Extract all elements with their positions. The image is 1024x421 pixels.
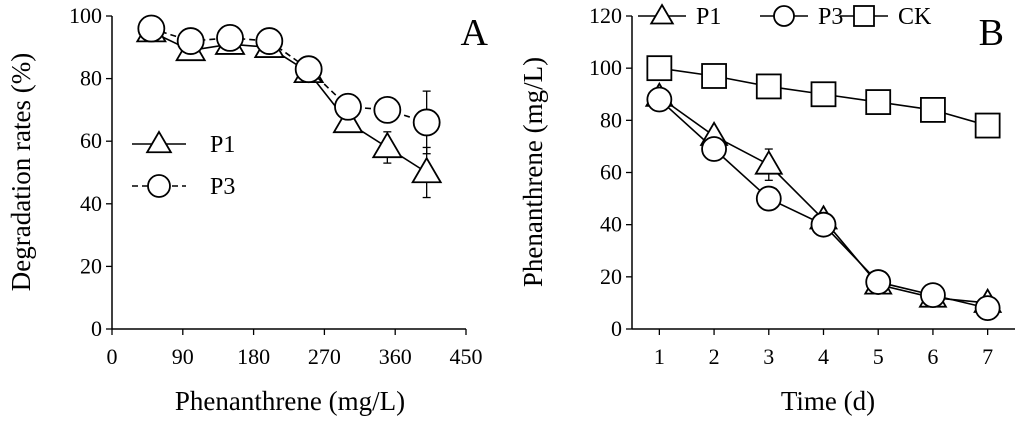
data-point: [255, 27, 284, 55]
series-p3: [137, 14, 441, 155]
data-point: [974, 112, 1001, 139]
legend-marker: [853, 5, 875, 27]
x-tick-label: 270: [308, 344, 341, 369]
y-tick-label: 0: [91, 316, 102, 341]
x-tick-label: 0: [107, 344, 118, 369]
y-tick-label: 100: [589, 55, 622, 80]
x-tick-label: 90: [172, 344, 194, 369]
x-tick-label: 360: [379, 344, 412, 369]
data-point: [176, 27, 205, 55]
y-tick-label: 80: [600, 107, 622, 132]
y-tick-label: 100: [69, 3, 102, 28]
series-p1: [644, 81, 1003, 313]
y-tick-label: 60: [600, 160, 622, 185]
x-tick-label: 4: [818, 344, 829, 369]
legend-label: P1: [210, 132, 235, 158]
data-point: [810, 211, 837, 238]
data-point: [373, 96, 402, 124]
y-tick-label: 20: [80, 253, 102, 278]
data-point: [646, 55, 673, 82]
data-point: [865, 89, 892, 115]
x-tick-label: 3: [763, 344, 774, 369]
series-line: [658, 96, 988, 304]
legend-item-p1: P1: [132, 130, 235, 158]
legend-label: CK: [898, 4, 932, 30]
data-point: [974, 295, 1001, 322]
y-tick-label: 40: [600, 212, 622, 237]
data-point: [920, 97, 946, 123]
y-tick-label: 120: [589, 3, 622, 28]
data-point: [294, 55, 323, 84]
data-point: [920, 282, 946, 308]
series-p3: [646, 86, 1001, 322]
x-tick-label: 7: [982, 344, 993, 369]
legend-item-ck: CK: [840, 4, 932, 30]
legend-item-p3: P3: [760, 4, 843, 30]
y-tick-label: 60: [80, 128, 102, 153]
x-tick-label: 2: [709, 344, 720, 369]
x-tick-label: 180: [237, 344, 270, 369]
legend-label: P3: [818, 4, 843, 30]
data-point: [701, 136, 727, 162]
y-tick-label: 40: [80, 191, 102, 216]
legend-label: P3: [210, 174, 235, 200]
y-tick-label: 0: [611, 316, 622, 341]
data-point: [754, 149, 784, 175]
data-point: [411, 156, 443, 184]
data-point: [137, 14, 166, 43]
x-tick-label: 1: [654, 344, 665, 369]
data-point: [412, 108, 441, 137]
data-point: [334, 92, 362, 121]
legend-marker: [649, 3, 675, 25]
series-ck: [646, 55, 1001, 139]
x-tick-label: 450: [450, 344, 483, 369]
data-point: [701, 63, 727, 89]
legend-marker: [773, 5, 795, 27]
legend-marker: [147, 174, 171, 198]
x-axis-title: Time (d): [781, 386, 875, 416]
panel-a-chart: 0 90 180 270 360 450 0 20 40 60 80 100 Phenanthrene …: [6, 3, 489, 416]
y-tick-label: 20: [600, 264, 622, 289]
data-point: [646, 86, 673, 113]
data-point: [755, 73, 782, 100]
panel-label: A: [461, 12, 489, 54]
data-point: [810, 81, 837, 108]
y-axis-title: Phenanthrene (mg/L): [518, 57, 548, 287]
data-point: [216, 24, 244, 52]
x-axis-title: Phenanthrene (mg/L): [175, 386, 405, 416]
x-tick-label: 6: [927, 344, 938, 369]
panel-b-chart: 1 2 3 4 5 6 7 0 20 40 60 80 100 120 Time (d) Phenanthre…: [518, 3, 1015, 416]
panel-label: B: [979, 12, 1004, 54]
y-tick-label: 80: [80, 66, 102, 91]
y-axis-title: Degradation rates (%): [6, 53, 36, 291]
legend-item-p3: P3: [132, 174, 235, 200]
legend-item-p1: P1: [638, 3, 721, 30]
data-point: [865, 269, 892, 295]
data-point: [755, 185, 782, 212]
x-tick-label: 5: [873, 344, 884, 369]
legend-label: P1: [696, 4, 721, 30]
data-point: [371, 131, 403, 159]
legend-marker: [145, 130, 173, 154]
